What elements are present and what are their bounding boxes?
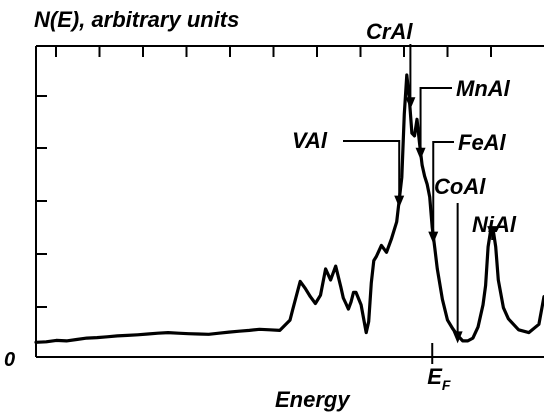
annotation-arrow-mnal-head: [415, 147, 426, 160]
annotation-label-mnal: MnAl: [456, 76, 511, 101]
annotation-arrow-feal: [432, 141, 454, 234]
x-axis-label: Energy: [275, 387, 351, 412]
y-axis-label: N(E), arbitrary units: [34, 7, 239, 32]
fermi-label-subscript: F: [442, 377, 451, 393]
annotation-arrow-cral-head: [405, 97, 416, 110]
fermi-label-base: E: [427, 364, 443, 389]
annotation-label-coal: CoAl: [434, 174, 486, 199]
y-origin-label: 0: [4, 349, 15, 371]
dos-curve: [34, 73, 544, 344]
annotation-label-val: VAl: [292, 128, 328, 153]
annotation-arrows: [343, 44, 498, 344]
annotation-arrow-val-head: [394, 195, 405, 208]
annotation-arrow-coal-head: [452, 331, 463, 344]
annotation-arrow-mnal: [419, 87, 452, 150]
annotation-arrow-feal-head: [428, 231, 439, 244]
annotation-label-feal: FeAl: [458, 130, 507, 155]
annotation-label-cral: CrAl: [366, 19, 413, 44]
tick-marks: [36, 46, 492, 308]
annotation-arrow-val: [343, 140, 401, 198]
annotation-arrow-nial-head: [487, 226, 498, 239]
fermi-level-label: EF: [427, 364, 451, 393]
annotation-label-nial: NiAl: [472, 212, 517, 237]
